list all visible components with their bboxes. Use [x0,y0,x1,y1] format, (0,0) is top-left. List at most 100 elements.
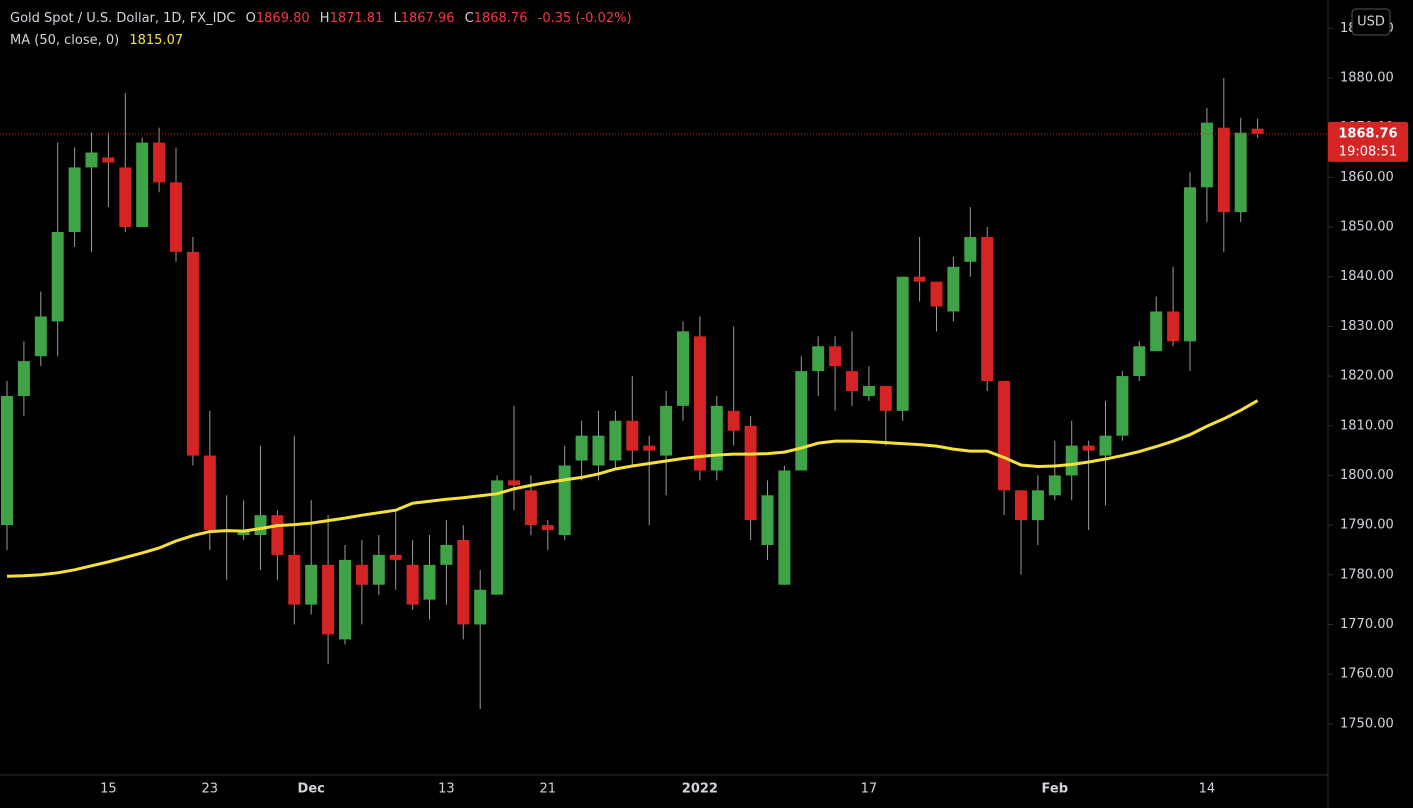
candle-body [727,410,740,431]
candle-body [677,331,689,406]
candle-body [744,425,757,521]
candle-body [981,236,994,382]
candle-body [896,276,909,411]
price-axis: 1750.00 1760.00 1770.00 1780.00 1790.00 1800.… [1328,21,1394,731]
price-tag-countdown: 19:08:51 [1339,144,1397,159]
symbol-row: Gold Spot / U.S. Dollar, 1D, FX_IDC O186… [10,8,632,30]
y-tick-label: 1790.00 [1340,518,1394,533]
candle-body [170,182,182,252]
candle-body [1065,445,1078,476]
y-tick-label: 1850.00 [1340,220,1394,235]
candle-body [913,276,926,282]
candle-body [136,142,149,228]
y-tick-label: 1820.00 [1340,369,1394,384]
candle-body [1234,132,1247,213]
candle-body [592,435,605,466]
candle-body [440,544,453,565]
candle-body [305,564,318,605]
indicator-name: MA (50, close, 0) [10,33,120,48]
candle-body [1099,435,1112,456]
candle-body [322,564,335,635]
x-tick-label: 14 [1199,782,1216,797]
price-tag [1328,121,1408,162]
y-tick-label: 1810.00 [1340,418,1394,433]
y-tick-label: 1830.00 [1340,319,1394,334]
legend: Gold Spot / U.S. Dollar, 1D, FX_IDC O186… [10,8,632,52]
overlay: 1868.76 19:08:51 USD [0,8,1408,162]
candle-body [1116,376,1129,436]
candle-body [474,589,487,625]
candle-body [609,420,622,461]
change: -0.35 (-0.02%) [537,11,632,26]
x-tick-label: 2022 [682,782,718,797]
candle-body [355,564,368,585]
indicator-value: 1815.07 [129,33,184,48]
x-tick-label: Feb [1042,782,1068,797]
candle-body [372,554,385,585]
candle-body [693,336,706,471]
candle-body [423,564,436,600]
currency-button[interactable]: USD [1357,15,1385,30]
candle-body [34,316,47,357]
y-tick-label: 1880.00 [1340,70,1394,85]
ohlc-letter: C [464,11,474,26]
candle-body [68,167,81,233]
y-tick-label: 1860.00 [1340,170,1394,185]
candle-body [829,346,842,367]
candle-body [389,554,402,560]
candle-body [119,167,132,228]
candle-body [558,465,571,536]
ohlc-value: 1868.76 [473,11,528,26]
candle-body [846,371,858,391]
candle-body [85,152,98,168]
candle-body [930,281,943,307]
x-tick-label: 15 [100,782,117,797]
symbol-title: Gold Spot / U.S. Dollar, 1D, FX_IDC [10,11,236,26]
candle-body [812,346,825,372]
x-tick-label: 21 [540,782,557,797]
ohlc-letter: H [319,11,330,26]
candle-body [1251,128,1264,134]
ohlc-value: 1867.96 [400,11,455,26]
plot-area: 15 23 Dec 13 21 2022 17 Feb 14 [1,77,1264,797]
candle-body [102,157,115,163]
candle-body [964,236,977,262]
candle-body [1167,311,1180,342]
candle-body [17,361,30,396]
x-tick-label: 13 [438,782,455,797]
x-tick-label: 17 [861,782,878,797]
ohlc-letter: L [393,11,401,26]
candle-body [1048,475,1061,496]
candle-body [271,515,284,555]
y-tick-label: 1780.00 [1340,567,1394,582]
x-tick-label: 23 [202,782,219,797]
candle-body [1200,122,1213,188]
candle-body [626,420,639,451]
moving-average-line [6,399,1259,578]
candle-body [643,445,656,451]
ohlc-letter: O [245,11,256,26]
candle-body [879,386,892,411]
candle-body [1217,127,1230,213]
y-tick-label: 1840.00 [1340,269,1394,284]
currency-button-bg[interactable] [1351,8,1391,36]
candle-body [339,559,351,640]
candle-body [153,142,166,183]
candle-body [947,266,960,312]
price-tag-value: 1868.76 [1338,126,1397,141]
candle-body [508,480,520,486]
ohlc-value: 1869.80 [255,11,310,26]
candle-body [491,480,504,595]
y-tick-label: 1760.00 [1340,667,1394,682]
candle-body [288,554,301,605]
y-tick-label: 1800.00 [1340,468,1394,483]
candle-body [660,405,673,456]
candle-body [778,470,791,585]
candle-body [406,564,419,605]
candle-body [862,386,875,396]
candle-body [457,540,470,625]
candle-body [254,515,267,536]
